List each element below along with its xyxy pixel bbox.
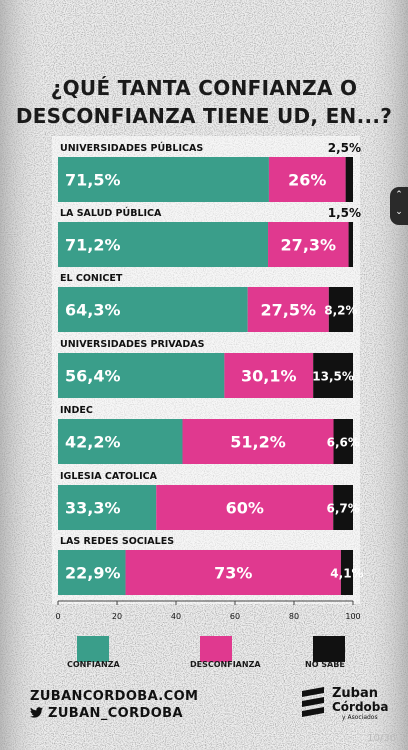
x-tick-label: 40 bbox=[171, 612, 181, 621]
bar-segment bbox=[182, 419, 334, 464]
category-label: EL CONICET bbox=[60, 273, 123, 284]
data-label-confianza: 71,5% bbox=[65, 171, 121, 190]
legend-label-no-sabe: NO SABE bbox=[305, 660, 345, 669]
logo-name-line-3: y Asociados bbox=[342, 714, 378, 721]
bar-segment bbox=[58, 287, 248, 332]
bar-segment bbox=[58, 550, 126, 595]
category-label: LA SALUD PÚBLICA bbox=[60, 207, 162, 219]
chart-title: ¿QUÉ TANTA CONFIANZA O DESCONFIANZA TIEN… bbox=[0, 74, 408, 130]
category-label: UNIVERSIDADES PÚBLICAS bbox=[60, 142, 203, 154]
bar-segment bbox=[340, 550, 353, 595]
chevron-up-icon[interactable]: ⌃ bbox=[395, 190, 403, 200]
data-label-no-sabe: 13,5% bbox=[312, 370, 354, 384]
bar-segment bbox=[333, 485, 353, 530]
data-label-no-sabe: 6,7% bbox=[326, 502, 359, 516]
data-label-desconfianza: 60% bbox=[226, 499, 264, 518]
data-label-no-sabe: 8,2% bbox=[324, 304, 357, 318]
scroll-control[interactable]: ⌃ ⌄ bbox=[390, 187, 408, 225]
twitter-handle-text: ZUBAN_CORDOBA bbox=[48, 706, 183, 721]
bar-segment bbox=[247, 287, 329, 332]
twitter-icon bbox=[30, 707, 43, 718]
page-indicator: 10/36 bbox=[367, 733, 396, 744]
x-tick-label: 60 bbox=[230, 612, 240, 621]
data-label-desconfianza: 73% bbox=[214, 564, 252, 583]
data-label-confianza: 42,2% bbox=[65, 433, 121, 452]
bar-segment bbox=[348, 222, 353, 267]
bar-segment bbox=[268, 222, 349, 267]
data-label-confianza: 56,4% bbox=[65, 367, 121, 386]
bar-segment bbox=[58, 222, 269, 267]
legend-label-confianza: CONFIANZA bbox=[67, 660, 120, 669]
bar-segment bbox=[156, 485, 334, 530]
title-line-1: ¿QUÉ TANTA CONFIANZA O bbox=[50, 76, 358, 100]
bar-segment bbox=[333, 419, 353, 464]
stacked-bar-chart: UNIVERSIDADES PÚBLICAS 71,5% 26% 2,5% LA SAL… bbox=[55, 141, 364, 621]
data-label-no-sabe: 6,6% bbox=[327, 436, 360, 450]
data-label-desconfianza: 27,3% bbox=[281, 236, 337, 255]
data-label-confianza: 33,3% bbox=[65, 499, 121, 518]
bar-segment bbox=[224, 353, 314, 398]
category-label: LAS REDES SOCIALES bbox=[60, 536, 174, 547]
x-tick-label: 80 bbox=[289, 612, 299, 621]
bar-segment bbox=[58, 157, 269, 202]
x-tick-label: 100 bbox=[345, 612, 360, 621]
legend-label-desconfianza: DESCONFIANZA bbox=[190, 660, 261, 669]
x-tick-label: 0 bbox=[55, 612, 60, 621]
data-label-desconfianza: 27,5% bbox=[260, 301, 316, 320]
data-label-no-sabe: 4,1% bbox=[330, 567, 363, 581]
logo-name-line-2: Córdoba bbox=[332, 700, 389, 714]
category-label: UNIVERSIDADES PRIVADAS bbox=[60, 339, 205, 350]
chevron-down-icon[interactable]: ⌄ bbox=[395, 207, 403, 217]
logo-name-line-1: Zuban bbox=[332, 686, 379, 701]
bar-segment bbox=[328, 287, 353, 332]
data-label-desconfianza: 51,2% bbox=[230, 433, 286, 452]
bar-segment bbox=[313, 353, 353, 398]
website-link[interactable]: ZUBANCORDOBA.COM bbox=[30, 689, 199, 704]
data-label-no-sabe: 1,5% bbox=[328, 206, 361, 220]
x-tick-label: 20 bbox=[112, 612, 122, 621]
twitter-handle[interactable]: ZUBAN_CORDOBA bbox=[30, 706, 183, 721]
data-label-desconfianza: 30,1% bbox=[241, 367, 297, 386]
title-line-2: DESCONFIANZA TIENE UD, EN...? bbox=[15, 104, 393, 128]
bar-segment bbox=[268, 157, 346, 202]
bar-segment bbox=[58, 485, 157, 530]
bar-segment bbox=[345, 157, 353, 202]
data-label-confianza: 22,9% bbox=[65, 564, 121, 583]
data-label-confianza: 71,2% bbox=[65, 236, 121, 255]
zuban-cordoba-logo-icon bbox=[302, 687, 324, 717]
bar-segment bbox=[58, 419, 183, 464]
legend-swatch-no-sabe bbox=[313, 636, 345, 662]
data-label-desconfianza: 26% bbox=[288, 171, 326, 190]
category-label: INDEC bbox=[60, 405, 93, 416]
legend-swatch-confianza bbox=[77, 636, 109, 662]
data-label-no-sabe: 2,5% bbox=[328, 141, 361, 155]
bar-segment bbox=[58, 353, 225, 398]
bar-segment bbox=[125, 550, 341, 595]
data-label-confianza: 64,3% bbox=[65, 301, 121, 320]
category-label: IGLESIA CATOLICA bbox=[60, 471, 158, 482]
legend-swatch-desconfianza bbox=[200, 636, 232, 662]
